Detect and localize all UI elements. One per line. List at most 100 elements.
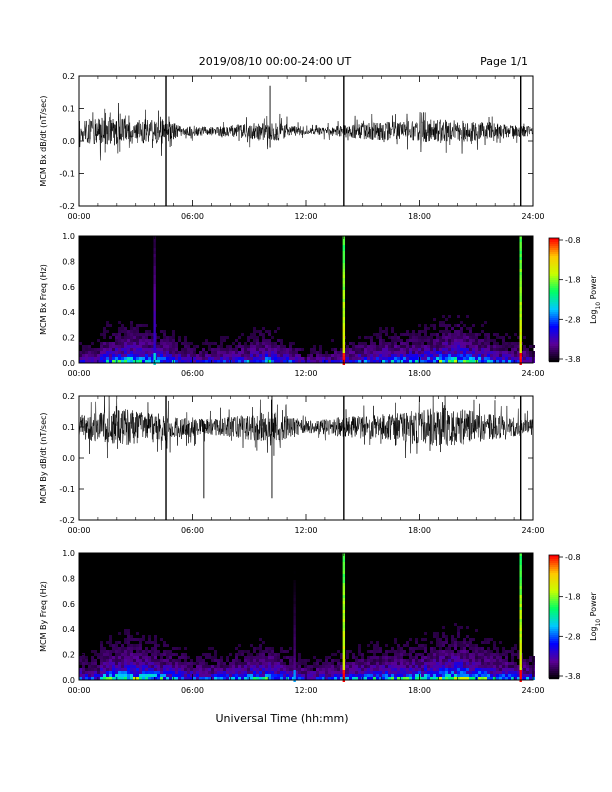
spectrogram-cell [442, 632, 445, 635]
spectrogram-cell [244, 662, 247, 665]
spectrogram-cell [376, 662, 379, 665]
spectrogram-cell [298, 653, 301, 656]
spectrogram-cell [514, 668, 517, 671]
spectrogram-cell [280, 348, 283, 351]
spectrogram-cell [79, 656, 82, 659]
spectrogram-cell [259, 644, 262, 647]
spectrogram-cell [523, 336, 526, 339]
spectrogram-cell [388, 656, 391, 659]
bright-column-cell [519, 266, 522, 269]
spectrogram-cell [367, 354, 370, 357]
spectrogram-cell [295, 357, 298, 360]
spectrogram-cell [490, 360, 493, 363]
spectrogram-cell [463, 333, 466, 336]
spectrogram-cell [472, 665, 475, 668]
spectrogram-cell [136, 677, 139, 680]
bright-column-cell [342, 245, 346, 248]
spectrogram-cell [115, 650, 118, 653]
x-tick-label: 18:00 [408, 212, 431, 221]
spectrogram-cell [400, 674, 403, 677]
spectrogram-cell [208, 677, 211, 680]
bright-column-cell [519, 329, 522, 332]
spectrogram-cell [217, 351, 220, 354]
spectrogram-cell [427, 671, 430, 674]
spectrogram-cell [211, 659, 214, 662]
spectrogram-cell [337, 668, 340, 671]
spectrogram-cell [205, 339, 208, 342]
spectrogram-cell [484, 659, 487, 662]
spectrogram-cell [499, 345, 502, 348]
spectrogram-cell [457, 671, 460, 674]
spectrogram-cell [130, 330, 133, 333]
spectrogram-cell [421, 348, 424, 351]
spectrogram-cell [361, 656, 364, 659]
spectrogram-cell [358, 671, 361, 674]
spectrogram-cell [445, 656, 448, 659]
spectrogram-cell [439, 638, 442, 641]
spectrogram-cell [100, 653, 103, 656]
spectrogram-cell [214, 656, 217, 659]
spectrogram-cell [229, 671, 232, 674]
spectrogram-cell [247, 351, 250, 354]
spectrogram-cell [406, 665, 409, 668]
spectrogram-cell [214, 677, 217, 680]
spectrogram-cell [478, 348, 481, 351]
spectrogram-cell [373, 653, 376, 656]
spectrogram-cell [508, 342, 511, 345]
bright-column-cell [519, 308, 522, 311]
spectrogram-cell [370, 677, 373, 680]
spectrogram-cell [148, 357, 151, 360]
spectrogram-cell [313, 656, 316, 659]
spectrogram-cell [502, 674, 505, 677]
bright-column-cell [342, 586, 346, 589]
spectrogram-cell [193, 360, 196, 363]
spectrogram-cell [193, 354, 196, 357]
y-tick-label: -0.1 [59, 485, 75, 494]
spectrogram-cell [526, 659, 529, 662]
spectrogram-cell [427, 339, 430, 342]
bright-column-cell [342, 335, 346, 338]
spectrogram-cell [526, 351, 529, 354]
spectrogram-cell [103, 668, 106, 671]
spectrogram-cell [196, 659, 199, 662]
spectrogram-cell [100, 677, 103, 680]
spectrogram-cell [391, 647, 394, 650]
spectrogram-cell [529, 656, 532, 659]
spectrogram-cell [109, 662, 112, 665]
spectrogram-cell [451, 674, 454, 677]
spectrogram-cell [118, 351, 121, 354]
spectrogram-cell [484, 650, 487, 653]
spectrogram-cell [352, 677, 355, 680]
spectrogram-cell [169, 351, 172, 354]
spectrogram-cell [409, 671, 412, 674]
spectrogram-cell [472, 650, 475, 653]
spectrogram-cell [148, 638, 151, 641]
spectrogram-cell [262, 333, 265, 336]
spectrogram-cell [466, 336, 469, 339]
spectrogram-cell [493, 339, 496, 342]
spectrogram-cell [121, 644, 124, 647]
spectrogram-cell [178, 671, 181, 674]
spectrogram-cell [292, 351, 295, 354]
colorbar-step [549, 306, 559, 309]
spectrogram-cell [169, 342, 172, 345]
spectrogram-cell [265, 674, 268, 677]
spectrogram-cell [274, 659, 277, 662]
spectrogram-cell [268, 677, 271, 680]
colorbar-step [549, 631, 559, 634]
spectrogram-cell [199, 357, 202, 360]
spectrogram-cell [94, 360, 97, 363]
spectrogram-cell [121, 324, 124, 327]
spectrogram-cell [250, 354, 253, 357]
spectrogram-cell [130, 635, 133, 638]
spectrogram-cell [328, 354, 331, 357]
spectrogram-cell [184, 348, 187, 351]
spectrogram-cell [259, 662, 262, 665]
bright-column-cell [153, 275, 156, 278]
spectrogram-cell [187, 656, 190, 659]
spectrogram-cell [454, 348, 457, 351]
spectrogram-cell [505, 348, 508, 351]
spectrogram-cell [415, 345, 418, 348]
spectrogram-cell [151, 641, 154, 644]
spectrogram-cell [400, 357, 403, 360]
